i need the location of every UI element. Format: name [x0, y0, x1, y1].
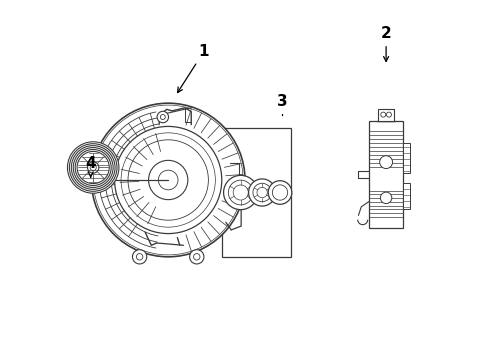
Circle shape [158, 170, 178, 190]
Circle shape [68, 142, 119, 193]
Bar [222, 128, 292, 257]
Circle shape [70, 144, 117, 191]
Circle shape [88, 162, 99, 173]
Circle shape [223, 175, 258, 210]
Circle shape [257, 187, 268, 198]
Text: 1: 1 [177, 44, 209, 93]
Circle shape [248, 179, 276, 206]
Circle shape [190, 249, 204, 264]
Circle shape [77, 152, 109, 184]
Circle shape [115, 126, 222, 234]
Circle shape [272, 185, 288, 200]
Circle shape [132, 249, 147, 264]
Text: 4: 4 [85, 157, 96, 177]
Circle shape [233, 185, 248, 200]
Circle shape [228, 180, 253, 205]
Bar [378, 109, 394, 121]
Text: 3: 3 [277, 94, 288, 116]
Bar [403, 143, 410, 173]
Text: 2: 2 [381, 26, 392, 62]
Circle shape [268, 181, 292, 204]
Circle shape [148, 160, 188, 200]
Circle shape [92, 103, 245, 257]
Circle shape [75, 149, 111, 185]
Circle shape [72, 146, 115, 189]
Circle shape [90, 165, 96, 171]
Circle shape [380, 192, 392, 203]
Circle shape [157, 111, 169, 123]
Circle shape [380, 156, 392, 168]
Circle shape [73, 148, 113, 188]
Bar [403, 183, 410, 209]
Circle shape [253, 183, 271, 202]
Bar [369, 121, 403, 228]
